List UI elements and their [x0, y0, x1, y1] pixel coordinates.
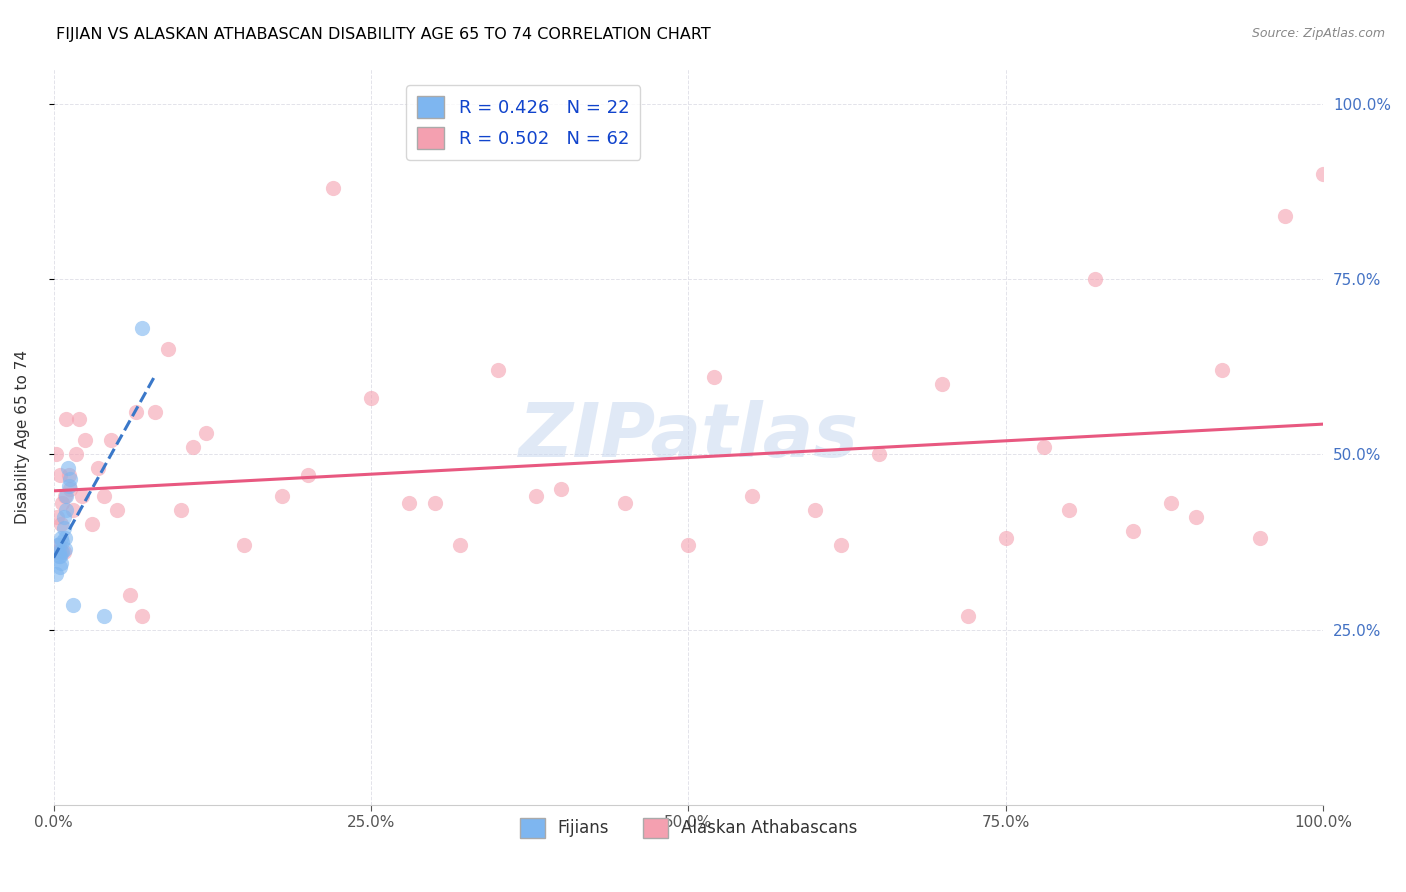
Point	[55, 412, 77, 426]
Point	[62, 598, 84, 612]
Point	[62, 503, 84, 517]
Point	[75, 434, 97, 448]
Point	[956, 608, 979, 623]
Point	[93, 608, 115, 623]
Point	[51, 545, 73, 559]
Point	[52, 521, 75, 535]
Text: FIJIAN VS ALASKAN ATHABASCAN DISABILITY AGE 65 TO 74 CORRELATION CHART: FIJIAN VS ALASKAN ATHABASCAN DISABILITY …	[56, 27, 711, 42]
Point	[55, 503, 77, 517]
Point	[1059, 503, 1081, 517]
Point	[830, 539, 852, 553]
Point	[233, 539, 256, 553]
Point	[49, 549, 72, 563]
Point	[678, 539, 700, 553]
Point	[125, 405, 148, 419]
Point	[49, 468, 72, 483]
Point	[59, 472, 82, 486]
Legend: Fijians, Alaskan Athabascans: Fijians, Alaskan Athabascans	[513, 811, 865, 845]
Point	[44, 545, 66, 559]
Point	[51, 556, 73, 570]
Point	[868, 447, 890, 461]
Point	[52, 510, 75, 524]
Point	[194, 426, 217, 441]
Point	[613, 496, 636, 510]
Point	[143, 405, 166, 419]
Point	[1274, 209, 1296, 223]
Point	[1032, 440, 1054, 454]
Point	[322, 180, 344, 194]
Point	[80, 517, 103, 532]
Point	[55, 489, 77, 503]
Point	[53, 532, 76, 546]
Point	[52, 545, 75, 559]
Point	[100, 434, 122, 448]
Point	[70, 489, 93, 503]
Point	[360, 391, 382, 405]
Point	[271, 489, 294, 503]
Point	[297, 468, 319, 483]
Point	[46, 510, 69, 524]
Point	[45, 447, 67, 461]
Point	[87, 461, 110, 475]
Y-axis label: Disability Age 65 to 74: Disability Age 65 to 74	[15, 350, 30, 524]
Point	[931, 377, 953, 392]
Point	[51, 517, 73, 532]
Point	[1185, 510, 1208, 524]
Point	[994, 532, 1017, 546]
Point	[105, 503, 128, 517]
Point	[1312, 167, 1334, 181]
Point	[156, 342, 179, 356]
Point	[46, 539, 69, 553]
Point	[53, 541, 76, 556]
Point	[45, 566, 67, 581]
Point	[1084, 272, 1107, 286]
Point	[59, 483, 82, 497]
Point	[67, 412, 90, 426]
Point	[58, 479, 80, 493]
Point	[49, 559, 72, 574]
Point	[93, 489, 115, 503]
Point	[131, 608, 153, 623]
Point	[1122, 524, 1144, 539]
Point	[449, 539, 471, 553]
Point	[65, 447, 87, 461]
Point	[804, 503, 827, 517]
Point	[56, 461, 79, 475]
Point	[1211, 363, 1233, 377]
Point	[486, 363, 509, 377]
Text: Source: ZipAtlas.com: Source: ZipAtlas.com	[1251, 27, 1385, 40]
Point	[51, 535, 73, 549]
Point	[423, 496, 446, 510]
Point	[741, 489, 763, 503]
Point	[118, 588, 141, 602]
Point	[58, 468, 80, 483]
Text: ZIPatlas: ZIPatlas	[519, 401, 859, 474]
Point	[398, 496, 420, 510]
Point	[703, 370, 725, 384]
Point	[1160, 496, 1182, 510]
Point	[169, 503, 191, 517]
Point	[550, 483, 572, 497]
Point	[48, 539, 70, 553]
Point	[524, 489, 547, 503]
Point	[48, 545, 70, 559]
Point	[51, 545, 73, 559]
Point	[53, 489, 76, 503]
Point	[1249, 532, 1271, 546]
Point	[51, 532, 73, 546]
Point	[181, 440, 204, 454]
Point	[51, 496, 73, 510]
Point	[131, 321, 153, 335]
Point	[48, 549, 70, 563]
